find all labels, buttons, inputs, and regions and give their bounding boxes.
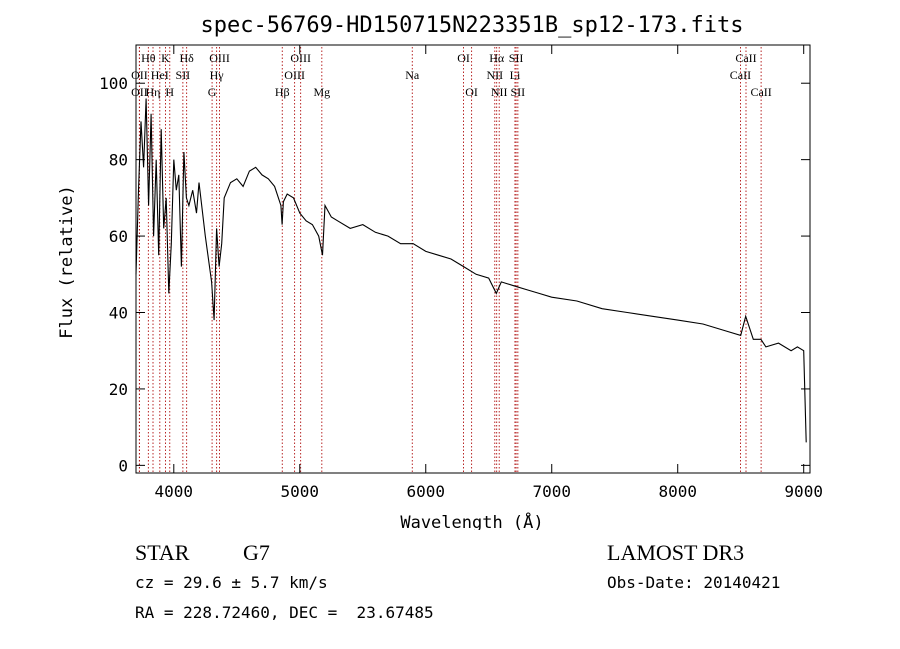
y-axis-label: Flux (relative) [57,185,77,339]
line-label-17: CaII [730,68,751,82]
line-label-18: OII [131,85,148,99]
line-label-7: SII [509,51,524,65]
line-label-21: G [208,85,217,99]
line-label-25: NII [491,85,508,99]
y-tick-label-60: 60 [109,227,128,246]
y-axis-ticks: 0 20 40 60 80 100 [99,74,810,475]
line-label-27: CaII [750,85,771,99]
line-label-22: Hβ [275,85,290,99]
spectrum-line [135,98,807,443]
line-label-15: NII [486,68,503,82]
emission-line-labels: Hθ K Hδ OIII OIII OI Hα SII CaII OII HeI SII Hγ OIII N… [131,51,772,99]
object-class: STAR [135,540,190,565]
line-label-1: K [161,51,170,65]
line-label-2: Hδ [179,51,194,65]
object-subclass: G7 [243,540,270,565]
line-label-14: Na [405,68,420,82]
line-label-8: CaII [735,51,756,65]
chart-title: spec-56769-HD150715N223351B_sp12-173.fit… [200,13,743,38]
line-label-4: OIII [290,51,311,65]
plot-frame [135,44,811,474]
line-label-0: Hθ [141,51,156,65]
y-tick-label-40: 40 [109,304,128,323]
ra-dec-coordinates: RA = 228.72460, DEC = 23.67485 [135,603,434,622]
y-tick-label-20: 20 [109,380,128,399]
line-label-9: OII [131,68,148,82]
x-tick-label-7000: 7000 [532,482,571,501]
x-axis-label: Wavelength (Å) [400,511,543,530]
line-label-19: Hη [146,85,161,99]
y-tick-label-0: 0 [118,456,128,475]
line-label-13: OIII [284,68,305,82]
line-label-3: OIII [209,51,230,65]
line-label-20: H [165,85,174,99]
line-label-23: Mg [313,85,330,99]
line-label-5: OI [457,51,470,65]
line-label-12: Hγ [210,68,225,82]
x-tick-label-9000: 9000 [784,482,823,501]
line-label-26: SII [511,85,526,99]
survey-name: LAMOST DR3 [607,540,745,565]
x-tick-label-8000: 8000 [658,482,697,501]
observation-date: Obs-Date: 20140421 [607,573,781,592]
line-label-16: Li [510,68,521,82]
line-label-24: OI [465,85,478,99]
redshift-cz: cz = 29.6 ± 5.7 km/s [135,573,328,592]
line-label-6: Hα [489,51,505,65]
line-label-11: SII [176,68,191,82]
y-tick-label-100: 100 [99,74,128,93]
x-tick-label-4000: 4000 [155,482,194,501]
x-tick-label-5000: 5000 [281,482,320,501]
y-tick-label-80: 80 [109,151,128,170]
line-label-10: HeI [151,68,169,82]
x-tick-label-6000: 6000 [406,482,445,501]
emission-line-markers [138,47,762,473]
spectrum-chart: spec-56769-HD150715N223351B_sp12-173.fit… [57,13,823,530]
x-axis-ticks: 4000 5000 6000 7000 8000 9000 [155,45,823,501]
